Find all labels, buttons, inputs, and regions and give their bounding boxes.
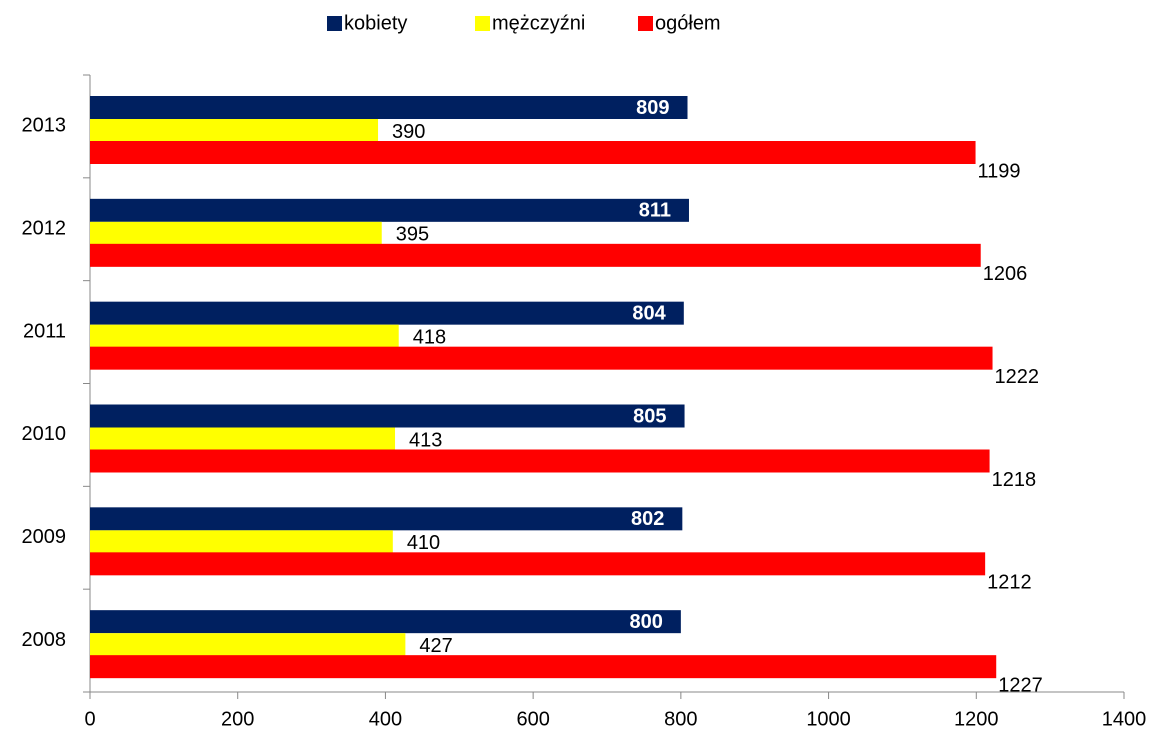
legend-swatch xyxy=(327,16,342,31)
bar xyxy=(90,633,406,657)
bar xyxy=(90,346,993,370)
data-label: 410 xyxy=(407,532,440,554)
data-label: 427 xyxy=(419,635,452,657)
data-label: 1206 xyxy=(983,263,1028,285)
bar xyxy=(90,427,396,451)
data-label: 809 xyxy=(636,97,669,119)
bar xyxy=(90,655,997,679)
data-label: 395 xyxy=(396,224,429,246)
y-tick-label: 2008 xyxy=(22,629,67,651)
bar xyxy=(90,198,689,222)
data-label: 811 xyxy=(639,200,671,222)
x-tick-label: 1200 xyxy=(954,708,999,730)
y-tick-label: 2013 xyxy=(22,115,67,137)
data-label: 804 xyxy=(632,302,666,324)
bar xyxy=(90,530,393,554)
data-label: 802 xyxy=(631,508,664,530)
data-label: 1222 xyxy=(995,366,1040,388)
x-tick-label: 200 xyxy=(221,708,254,730)
data-label: 390 xyxy=(392,121,425,143)
data-label: 1212 xyxy=(987,572,1032,594)
legend-swatch xyxy=(638,16,653,31)
bar xyxy=(90,221,382,245)
legend-label: kobiety xyxy=(344,12,407,34)
legend-label: mężczyźni xyxy=(492,12,585,34)
y-tick-label: 2010 xyxy=(22,423,67,445)
bar xyxy=(90,141,976,164)
legend-label: ogółem xyxy=(655,12,721,34)
y-tick-label: 2011 xyxy=(23,320,66,342)
bar xyxy=(90,301,684,325)
data-label: 800 xyxy=(629,611,662,633)
x-tick-label: 800 xyxy=(664,708,697,730)
bar xyxy=(90,96,688,119)
bar xyxy=(90,552,986,576)
data-label: 805 xyxy=(633,405,666,427)
legend-swatch xyxy=(475,16,490,31)
bar xyxy=(90,449,990,473)
bar xyxy=(90,404,685,428)
bar xyxy=(90,243,981,267)
x-tick-label: 600 xyxy=(516,708,549,730)
bar xyxy=(90,610,681,634)
bar xyxy=(90,324,399,348)
bar xyxy=(90,119,379,142)
y-tick-label: 2009 xyxy=(22,526,67,548)
bar xyxy=(90,507,683,531)
x-tick-label: 1000 xyxy=(806,708,851,730)
data-label: 1218 xyxy=(992,469,1037,491)
x-tick-label: 0 xyxy=(84,708,95,730)
y-tick-label: 2012 xyxy=(22,218,67,240)
x-tick-label: 1400 xyxy=(1102,708,1147,730)
data-label: 413 xyxy=(409,429,442,451)
x-tick-label: 400 xyxy=(369,708,402,730)
data-label: 1227 xyxy=(998,674,1043,696)
data-label: 418 xyxy=(413,326,446,348)
data-label: 1199 xyxy=(978,160,1021,182)
